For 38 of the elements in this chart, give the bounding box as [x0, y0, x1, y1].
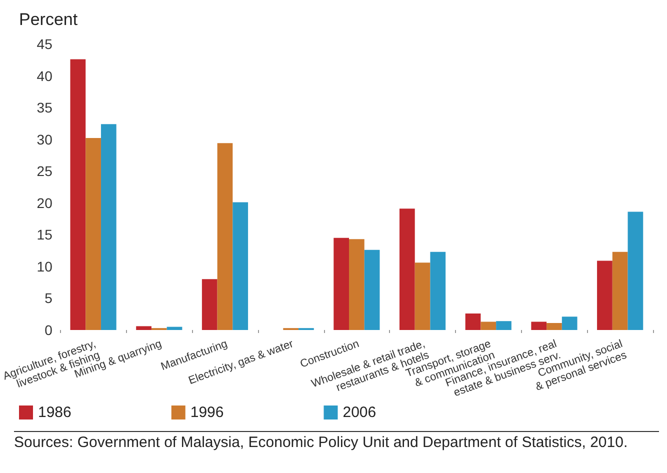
bar: [628, 212, 644, 330]
bar: [562, 316, 578, 330]
legend-label: 2006: [342, 404, 376, 421]
y-tick-label: 5: [44, 290, 53, 306]
y-tick-label: 20: [36, 194, 53, 211]
y-axis-title: Percent: [19, 10, 78, 29]
bar: [136, 326, 152, 330]
bar: [597, 260, 612, 330]
bar: [414, 262, 430, 330]
legend-label: 1986: [38, 404, 72, 421]
source-note: Sources: Government of Malaysia, Economic Policy Unit and Department of Statistics, 2010.: [14, 434, 659, 452]
bar: [202, 279, 218, 330]
bar: [217, 143, 233, 330]
bar: [334, 238, 350, 330]
bar: [166, 326, 182, 330]
bar: [70, 59, 86, 330]
bar: [430, 252, 446, 330]
legend-label: 1996: [190, 404, 224, 421]
bar: [100, 124, 116, 330]
bar: [349, 239, 364, 330]
bar: [480, 322, 496, 330]
y-tick-label: 15: [36, 226, 53, 243]
bar: [496, 321, 512, 330]
y-tick-label: 35: [36, 100, 53, 116]
y-tick-label: 45: [36, 36, 53, 52]
bar: [232, 202, 248, 330]
y-tick-label: 10: [36, 258, 53, 274]
y-tick-label: 0: [44, 322, 53, 338]
y-tick-label: 30: [36, 131, 53, 148]
bar: [531, 322, 547, 330]
bar: [399, 208, 415, 330]
bar: [612, 252, 628, 330]
bar: [364, 250, 380, 330]
bar: [86, 138, 101, 330]
bar: [465, 313, 481, 330]
bar: [546, 323, 562, 330]
y-tick-label: 40: [36, 68, 53, 84]
y-tick-label: 25: [36, 163, 53, 180]
